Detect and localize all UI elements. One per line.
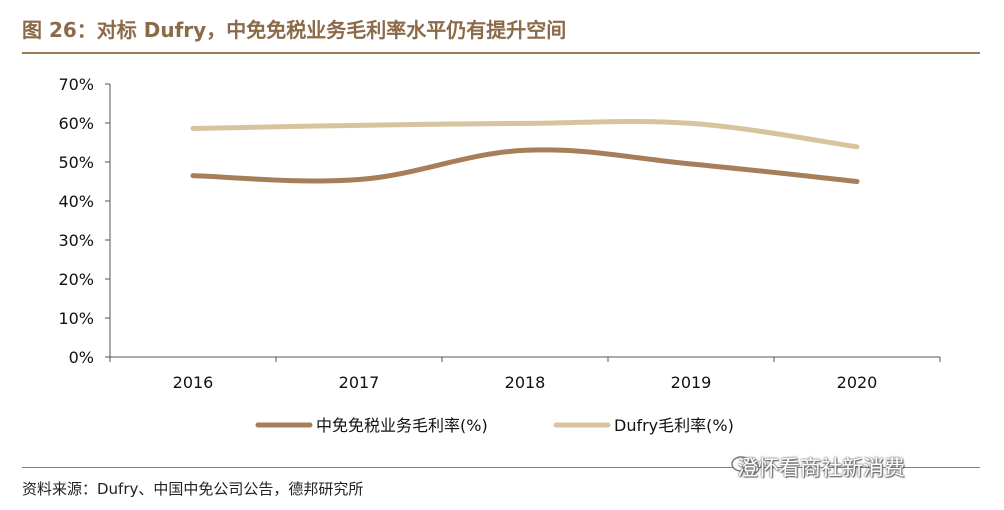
wechat-icon	[731, 456, 760, 475]
x-tick-label: 2017	[339, 373, 380, 392]
figure-title: 图 26：对标 Dufry，中免免税业务毛利率水平仍有提升空间	[22, 18, 567, 42]
y-tick-label: 70%	[58, 75, 94, 94]
legend-label: Dufry毛利率(%)	[614, 416, 734, 435]
watermark-text: 澄怀看商社新消费	[737, 456, 905, 480]
series-line-0	[190, 147, 860, 184]
y-axis: 0% 10% 20% 30% 40% 50% 60% 70%	[58, 75, 111, 367]
x-tick-label: 2020	[837, 373, 878, 392]
y-tick-label: 10%	[58, 309, 94, 328]
source-divider	[22, 467, 980, 468]
y-tick-label: 0%	[69, 348, 94, 367]
title-divider	[22, 52, 980, 54]
legend: 中免免税业务毛利率(%) Dufry毛利率(%)	[255, 416, 734, 435]
series-line-1	[190, 118, 860, 150]
source-note: 资料来源：Dufry、中国中免公司公告，德邦研究所	[22, 480, 364, 498]
y-tick-label: 20%	[58, 270, 94, 289]
y-tick-label: 40%	[58, 192, 94, 211]
series-lines	[190, 118, 860, 184]
legend-label: 中免免税业务毛利率(%)	[316, 416, 488, 435]
line-chart: 0% 10% 20% 30% 40% 50% 60% 70% 2016 2017 2018 2019…	[58, 75, 941, 435]
y-tick-label: 30%	[58, 231, 94, 250]
x-tick-label: 2016	[173, 373, 214, 392]
x-tick-label: 2019	[671, 373, 712, 392]
x-axis: 2016 2017 2018 2019 2020	[109, 356, 941, 392]
y-tick-label: 50%	[58, 153, 94, 172]
x-tick-label: 2018	[505, 373, 546, 392]
y-tick-label: 60%	[58, 114, 94, 133]
